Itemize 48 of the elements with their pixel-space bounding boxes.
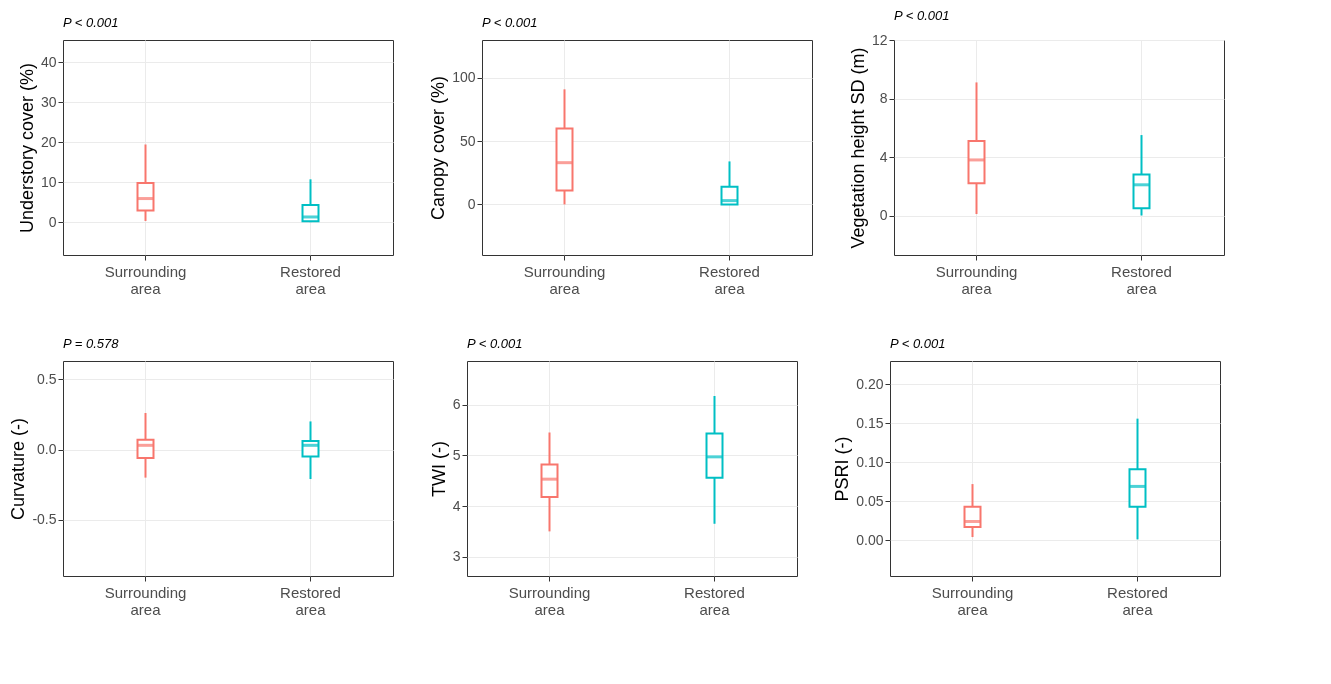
x-tick-label: Restored area xyxy=(684,583,745,618)
y-tick-label: 0.05 xyxy=(856,492,884,509)
y-tick-label: 12 xyxy=(871,31,888,48)
y-tick-label: 8 xyxy=(879,90,888,106)
chart-title: P < 0.001 xyxy=(894,8,950,23)
y-tick-label: 100 xyxy=(452,69,476,86)
y-tick-label: 20 xyxy=(40,133,57,150)
y-tick-label: 30 xyxy=(40,93,57,110)
x-tick-label: Surrounding area xyxy=(508,583,591,618)
y-tick-label: 0.10 xyxy=(856,453,884,470)
x-tick-label: Restored area xyxy=(280,262,341,297)
y-tick-label: 0 xyxy=(467,195,476,212)
y-axis-title: TWI (-) xyxy=(428,441,449,497)
y-tick-label: 50 xyxy=(459,132,476,149)
x-tick-label: Surrounding area xyxy=(523,262,606,297)
x-tick-label: Surrounding area xyxy=(935,262,1018,297)
y-tick-label: 0 xyxy=(48,213,57,230)
chart-title: P < 0.001 xyxy=(63,15,119,30)
y-tick-label: 4 xyxy=(452,497,461,514)
y-tick-label: 0.5 xyxy=(37,370,57,387)
x-tick-label: Surrounding area xyxy=(104,583,187,618)
y-tick-label: 6 xyxy=(452,396,461,413)
y-tick-label: 0 xyxy=(879,207,888,224)
x-tick-label: Restored area xyxy=(1111,262,1172,297)
y-tick-label: 0.0 xyxy=(37,441,57,458)
y-tick-label: 40 xyxy=(40,53,57,70)
y-tick-label: 0.00 xyxy=(856,531,884,548)
chart-title: P < 0.001 xyxy=(482,15,538,30)
y-axis-title: Canopy cover (%) xyxy=(428,75,449,221)
x-tick-label: Restored area xyxy=(1107,583,1168,618)
y-tick-label: 4 xyxy=(879,148,888,165)
x-tick-label: Surrounding area xyxy=(931,583,1014,618)
y-axis-title: PSRI (-) xyxy=(832,436,853,502)
chart-title: P = 0.578 xyxy=(63,336,120,351)
y-tick-label: 3 xyxy=(452,548,461,565)
y-tick-label: -0.5 xyxy=(32,511,57,528)
y-axis-title: Curvature (-) xyxy=(8,417,29,521)
y-tick-label: 0.20 xyxy=(856,375,884,392)
y-tick-label: 10 xyxy=(40,173,57,190)
x-tick-label: Surrounding area xyxy=(104,262,187,297)
y-axis-title: Vegetation height SD (m) xyxy=(847,47,868,249)
chart-title: P < 0.001 xyxy=(890,336,946,351)
y-tick-label: 5 xyxy=(452,446,461,463)
y-axis-title: Understory cover (%) xyxy=(16,62,37,234)
chart-title: P < 0.001 xyxy=(467,336,523,351)
x-tick-label: Restored area xyxy=(280,583,341,618)
x-tick-label: Restored area xyxy=(699,262,760,297)
y-tick-label: 0.15 xyxy=(856,414,884,431)
